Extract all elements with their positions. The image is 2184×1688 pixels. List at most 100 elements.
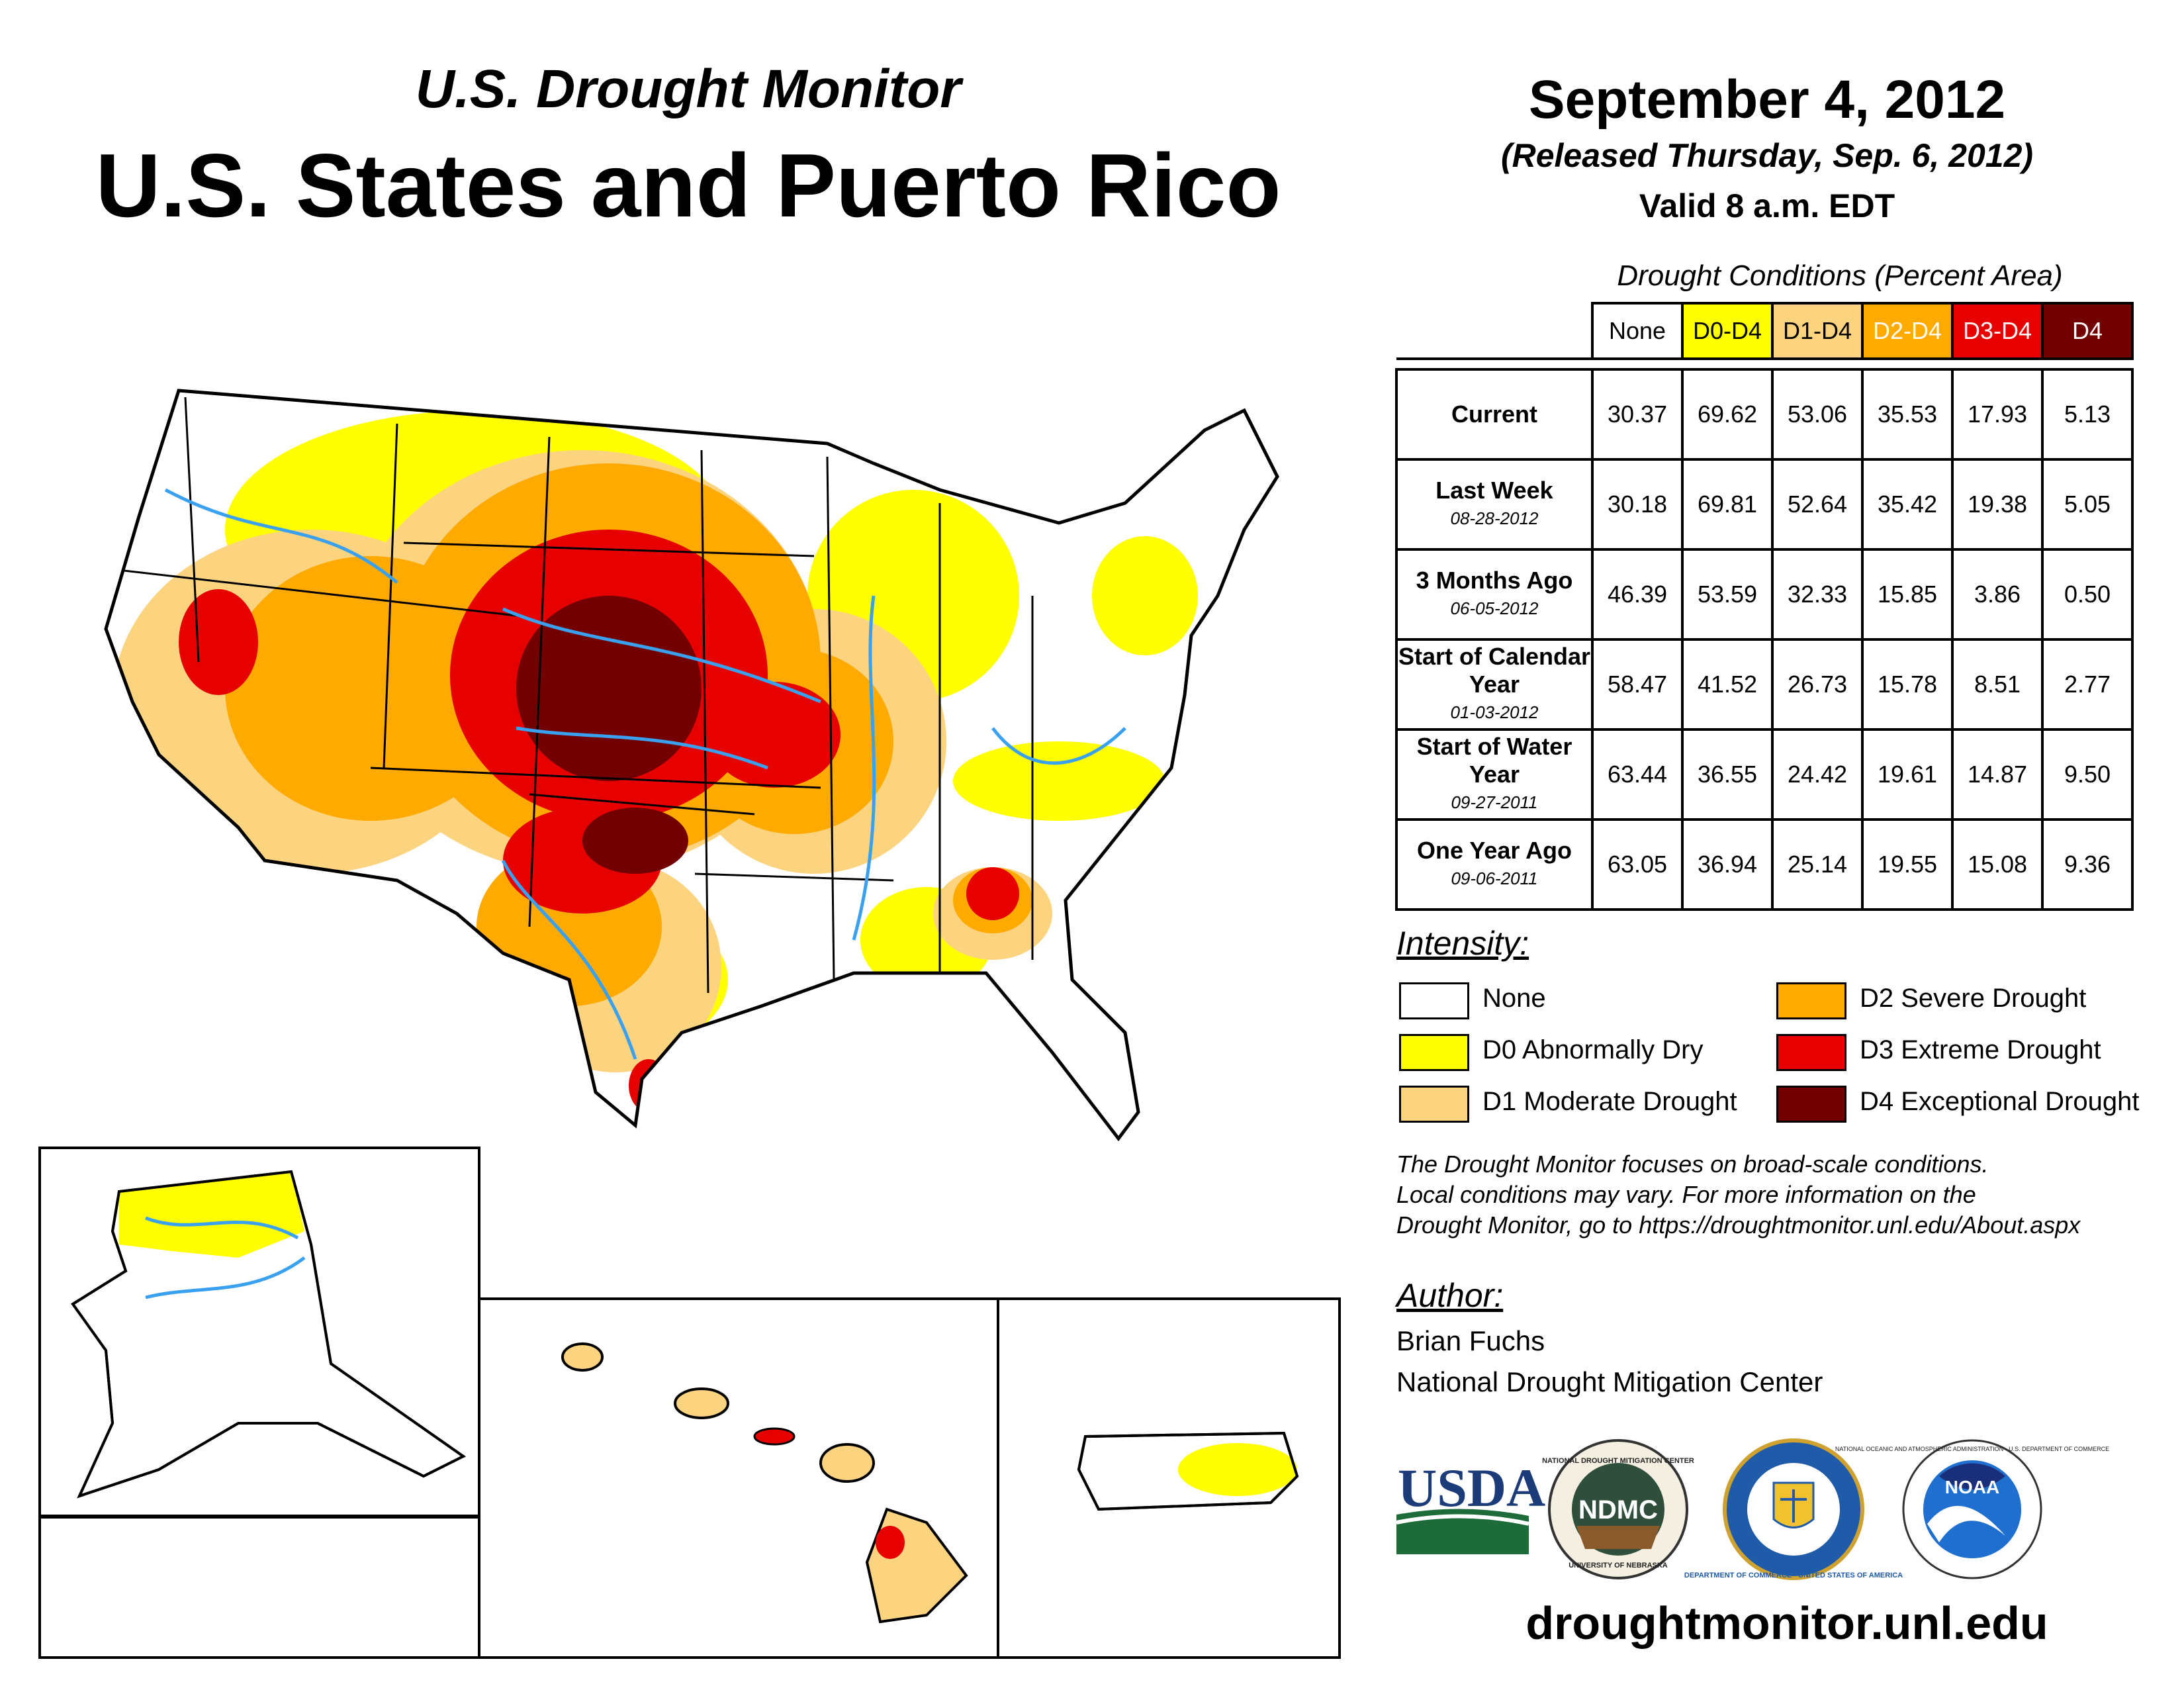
agency-logos: USDA NDMC NATIONAL DROUGHT MITIGATION CE… [1396,1438,2109,1580]
table-row: Current 30.37 69.62 53.06 35.53 17.93 5.… [1395,368,2134,461]
legend-label-d1: D1 Moderate Drought [1482,1087,1737,1116]
note-line: The Drought Monitor focuses on broad-sca… [1396,1150,1989,1178]
table-cell: 46.39 [1591,548,1684,641]
row-date: 06-05-2012 [1450,598,1539,618]
table-cell: 35.53 [1861,368,1954,461]
table-cell: 9.50 [2041,728,2134,821]
table-cell: 35.42 [1861,458,1954,551]
table-cell: 19.55 [1861,818,1954,911]
legend-swatch-d3 [1776,1034,1846,1071]
row-label: Start of Calendar Year 01-03-2012 [1395,638,1594,731]
legend-label-d4: D4 Exceptional Drought [1860,1087,2140,1116]
hawaii-inset [478,1297,999,1659]
valid-time: Valid 8 a.m. EDT [1639,187,1895,224]
table-cell: 8.51 [1951,638,2044,731]
column-header-d1-d4: D1-D4 [1771,302,1864,360]
intensity-legend-title: Intensity: [1396,925,1529,962]
table-cell: 30.37 [1591,368,1684,461]
row-date: 09-27-2011 [1451,792,1538,812]
conus-map [104,389,1279,1142]
row-label: 3 Months Ago 06-05-2012 [1395,548,1594,641]
table-cell: 52.64 [1771,458,1864,551]
row-label: Current [1395,368,1594,461]
commerce-seal [1723,1438,1864,1580]
table-cell: 5.05 [2041,458,2134,551]
map-title: U.S. States and Puerto Rico [95,135,1281,236]
table-row: Start of Calendar Year 01-03-2012 58.47 4… [1395,638,2134,731]
release-date: (Released Thursday, Sep. 6, 2012) [1500,137,2034,174]
note-line: Local conditions may vary. For more info… [1396,1181,1976,1208]
map-subtitle: U.S. Drought Monitor [415,59,962,119]
table-cell: 58.47 [1591,638,1684,731]
column-header-d3-d4: D3-D4 [1951,302,2044,360]
author-organization: National Drought Mitigation Center [1396,1366,1823,1397]
puerto-rico-inset [997,1297,1341,1659]
drought-map-graphic [38,389,1341,1659]
table-cell: 3.86 [1951,548,2044,641]
legend-label-none: None [1482,984,1546,1013]
row-date: 09-06-2011 [1451,868,1538,888]
legend-swatch-d0 [1399,1034,1469,1071]
table-cell: 19.38 [1951,458,2044,551]
table-cell: 41.52 [1681,638,1774,731]
usda-logo: USDA [1396,1458,1545,1554]
usda-logo-text: USDA [1398,1458,1545,1518]
legend-label-d3: D3 Extreme Drought [1860,1035,2101,1064]
table-spacer [1396,357,2132,371]
row-label-text: One Year Ago [1416,837,1572,864]
legend-swatch-none [1399,982,1469,1019]
table-cell: 25.14 [1771,818,1864,911]
site-url[interactable]: droughtmonitor.unl.edu [1525,1597,2048,1649]
row-label: Start of Water Year 09-27-2011 [1395,728,1594,821]
noaa-logo-text: NOAA [1945,1477,1999,1497]
column-header-d0-d4: D0-D4 [1681,302,1774,360]
table-header-row: None D0-D4 D1-D4 D2-D4 D3-D4 D4 [1396,302,2134,360]
ndmc-ring-top: NATIONAL DROUGHT MITIGATION CENTER [1542,1457,1694,1465]
noaa-logo: NOAA [1902,1439,2042,1579]
table-cell: 36.55 [1681,728,1774,821]
table-cell: 5.13 [2041,368,2134,461]
disclaimer-note: The Drought Monitor focuses on broad-sca… [1396,1149,2177,1241]
table-cell: 9.36 [2041,818,2134,911]
table-cell: 14.87 [1951,728,2044,821]
ndmc-logo: NDMC NATIONAL DROUGHT MITIGATION CENTER … [1542,1439,1694,1579]
table-cell: 24.42 [1771,728,1864,821]
table-cell: 53.59 [1681,548,1774,641]
row-label-text: Current [1451,400,1537,428]
table-row: Start of Water Year 09-27-2011 63.44 36.5… [1395,728,2134,821]
commerce-ring-text: DEPARTMENT OF COMMERCE · UNITED STATES O… [1684,1571,1903,1579]
row-date: 01-03-2012 [1450,702,1539,722]
table-cell: 2.77 [2041,638,2134,731]
map-date: September 4, 2012 [1528,70,2006,130]
drought-conditions-table: None D0-D4 D1-D4 D2-D4 D3-D4 D4 Current … [1395,302,2134,911]
ndmc-ring-bottom: UNIVERSITY OF NEBRASKA [1569,1562,1668,1570]
row-label-text: 3 Months Ago [1416,567,1573,594]
table-cell: 15.85 [1861,548,1954,641]
row-label-text: Start of Water Year [1416,733,1572,788]
table-caption: Drought Conditions (Percent Area) [1617,259,2063,292]
row-label: One Year Ago 09-06-2011 [1395,818,1594,911]
row-label: Last Week 08-28-2012 [1395,458,1594,551]
author-name: Brian Fuchs [1396,1325,1545,1356]
table-cell: 63.44 [1591,728,1684,821]
table-row: One Year Ago 09-06-2011 63.05 36.94 25.14… [1395,818,2134,911]
table-cell: 17.93 [1951,368,2044,461]
column-header-d2-d4: D2-D4 [1861,302,1954,360]
row-label-text: Start of Calendar Year [1398,643,1591,698]
note-line: Drought Monitor, go to https://droughtmo… [1396,1211,2081,1239]
column-header-d4: D4 [2041,302,2134,360]
row-label-text: Last Week [1435,477,1553,504]
table-cell: 26.73 [1771,638,1864,731]
table-cell: 32.33 [1771,548,1864,641]
alaska-inset [38,1147,480,1659]
table-row: 3 Months Ago 06-05-2012 46.39 53.59 32.33… [1395,548,2134,641]
table-cell: 19.61 [1861,728,1954,821]
table-corner [1396,303,1592,359]
table-cell: 15.78 [1861,638,1954,731]
noaa-ring-text: NATIONAL OCEANIC AND ATMOSPHERIC ADMINIS… [1835,1446,2109,1452]
table-cell: 53.06 [1771,368,1864,461]
table-cell: 15.08 [1951,818,2044,911]
table-spacer-cell [1396,357,2132,371]
author-label: Author: [1396,1277,1504,1314]
table-cell: 0.50 [2041,548,2134,641]
